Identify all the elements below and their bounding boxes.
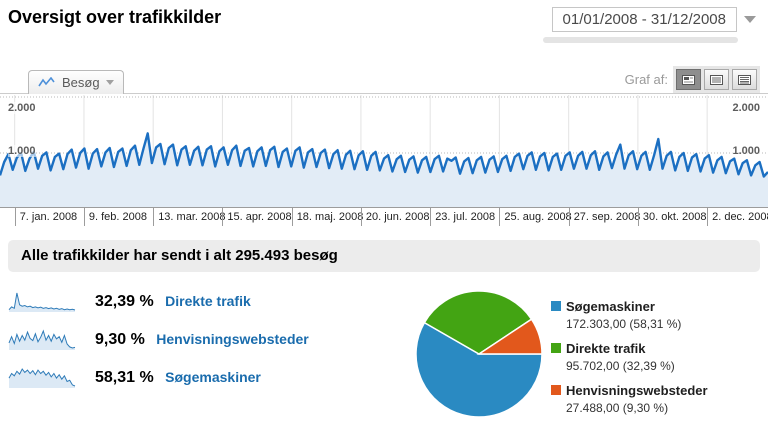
legend-value: 95.702,00 (32,39 %): [566, 359, 675, 373]
page-title: Oversigt over trafikkilder: [8, 7, 222, 27]
x-axis: 7. jan. 2008 9. feb. 2008 13. mar. 2008 15.…: [0, 207, 768, 229]
graph-by-label: Graf af:: [624, 72, 668, 87]
metric-tab-label: Besøg: [62, 75, 100, 90]
x-axis-label: 25. aug. 2008: [499, 208, 572, 226]
x-axis-label: 2. dec. 2008: [707, 208, 768, 226]
y-axis-label-1000-right: 1.000: [732, 145, 760, 157]
henvisningswebsteder-percent: 9,30 %: [95, 331, 145, 348]
sogemaskiner-percent: 58,31 %: [95, 369, 154, 386]
x-axis-label: 7. jan. 2008: [14, 208, 77, 226]
direkte-trafik-swatch-icon: [551, 343, 561, 353]
direkte-trafik-percent: 32,39 %: [95, 293, 154, 310]
henvisningswebsteder-link[interactable]: Henvisningswebsteder: [156, 331, 309, 347]
graph-large-icon: [738, 74, 751, 85]
legend-label: Direkte trafik: [566, 341, 646, 356]
graph-small-icon: [682, 74, 695, 85]
legend-value: 172.303,00 (58,31 %): [566, 317, 682, 331]
legend-entry-direkte-trafik: Direkte trafik 95.702,00 (32,39 %): [551, 341, 766, 373]
date-range-selector[interactable]: 01/01/2008 - 31/12/2008: [551, 7, 756, 32]
x-axis-label: 27. sep. 2008: [568, 208, 640, 226]
graph-size-button-group: [673, 66, 760, 93]
sogemaskiner-swatch-icon: [551, 301, 561, 311]
x-axis-label: 9. feb. 2008: [83, 208, 147, 226]
legend-entry-henvisningswebsteder: Henvisningswebsteder 27.488,00 (9,30 %): [551, 383, 766, 415]
chevron-down-icon: [105, 80, 114, 85]
direkte-trafik-sparkline: [8, 292, 76, 312]
graph-size-small-button[interactable]: [676, 69, 701, 90]
graph-size-large-button[interactable]: [732, 69, 757, 90]
graph-by-control: Graf af:: [625, 66, 760, 93]
visits-line-chart-svg: [0, 95, 768, 207]
x-axis-label: 20. jun. 2008: [360, 208, 430, 226]
legend-label: Søgemaskiner: [566, 299, 655, 314]
y-axis-label-2000-right: 2.000: [732, 102, 760, 114]
date-range-value[interactable]: 01/01/2008 - 31/12/2008: [551, 7, 737, 32]
graph-size-medium-button[interactable]: [704, 69, 729, 90]
sogemaskiner-sparkline: [8, 368, 76, 388]
legend-value: 27.488,00 (9,30 %): [566, 401, 669, 415]
x-axis-label: 15. apr. 2008: [222, 208, 292, 226]
x-axis-label: 13. mar. 2008: [153, 208, 225, 226]
x-axis-label: 30. okt. 2008: [637, 208, 707, 226]
sparkline-icon: [38, 76, 55, 86]
x-axis-label: 18. maj. 2008: [291, 208, 363, 226]
x-axis-label: 23. jul. 2008: [430, 208, 495, 226]
date-slider-strip: [543, 37, 738, 43]
summary-bar: Alle trafikkilder har sendt i alt 295.49…: [8, 240, 760, 272]
graph-medium-icon: [710, 74, 723, 85]
chevron-down-icon[interactable]: [744, 16, 756, 23]
traffic-sources-pie-chart: [415, 290, 543, 418]
visits-over-time-chart: 2.000 2.000 1.000 1.000: [0, 95, 768, 207]
legend-entry-sogemaskiner: Søgemaskiner 172.303,00 (58,31 %): [551, 299, 766, 331]
metric-tab-besog[interactable]: Besøg: [28, 70, 124, 94]
y-axis-label-2000-left: 2.000: [8, 102, 36, 114]
henvisningswebsteder-swatch-icon: [551, 385, 561, 395]
sogemaskiner-link[interactable]: Søgemaskiner: [165, 369, 261, 385]
y-axis-label-1000-left: 1.000: [8, 145, 36, 157]
direkte-trafik-link[interactable]: Direkte trafik: [165, 293, 251, 309]
henvisningswebsteder-sparkline: [8, 329, 76, 350]
legend-label: Henvisningswebsteder: [566, 383, 708, 398]
toolbar-divider: [0, 93, 768, 94]
